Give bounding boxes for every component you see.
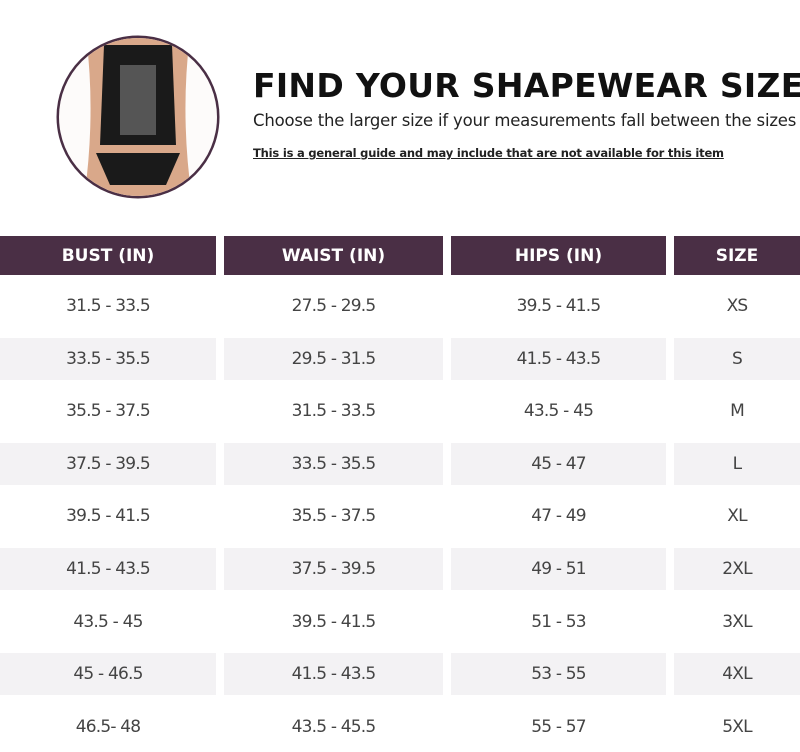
table-row: 37.5 - 39.5 33.5 - 35.5 45 - 47 L bbox=[0, 442, 800, 485]
table-cell: 3XL bbox=[722, 611, 752, 632]
page-title: FIND YOUR SHAPEWEAR SIZE bbox=[253, 66, 800, 105]
table-row: 41.5 - 43.5 37.5 - 39.5 49 - 51 2XL bbox=[0, 548, 800, 590]
table-cell: 43.5 - 45 bbox=[523, 401, 594, 422]
table-cell: 37.5 - 39.5 bbox=[224, 548, 443, 590]
guide-note: This is a general guide and may include … bbox=[253, 146, 724, 160]
table-cell: S bbox=[674, 337, 800, 380]
column-header-waist: WAIST (IN) bbox=[224, 236, 443, 275]
table-cell: L bbox=[674, 442, 800, 485]
table-cell: 35.5 - 37.5 bbox=[291, 506, 377, 527]
table-cell: 29.5 - 31.5 bbox=[224, 337, 443, 380]
table-row: 43.5 - 45 39.5 - 41.5 51 - 53 3XL bbox=[0, 601, 800, 643]
table-cell: 39.5 - 41.5 bbox=[291, 611, 377, 632]
table-row: 35.5 - 37.5 31.5 - 33.5 43.5 - 45 M bbox=[0, 390, 800, 432]
table-cell: 51 - 53 bbox=[531, 611, 586, 632]
table-cell: 37.5 - 39.5 bbox=[0, 442, 216, 485]
table-cell: 5XL bbox=[722, 716, 752, 737]
table-cell: 31.5 - 33.5 bbox=[66, 296, 151, 316]
table-cell: 45 - 46.5 bbox=[0, 653, 216, 696]
column-header-size: SIZE bbox=[674, 236, 800, 275]
table-cell: 4XL bbox=[674, 653, 800, 696]
table-cell: 27.5 - 29.5 bbox=[291, 296, 377, 316]
column-header-hips: HIPS (IN) bbox=[451, 236, 666, 275]
table-cell: XS bbox=[726, 296, 749, 316]
table-row: 39.5 - 41.5 35.5 - 37.5 47 - 49 XL bbox=[0, 495, 800, 537]
table-cell: 41.5 - 43.5 bbox=[451, 337, 666, 380]
table-row: 31.5 - 33.5 27.5 - 29.5 39.5 - 41.5 XS bbox=[0, 285, 800, 327]
table-cell: 2XL bbox=[674, 548, 800, 590]
table-cell: 31.5 - 33.5 bbox=[291, 401, 377, 422]
table-cell: 33.5 - 35.5 bbox=[224, 442, 443, 485]
table-cell: 43.5 - 45 bbox=[73, 611, 143, 632]
subtitle: Choose the larger size if your measureme… bbox=[253, 111, 797, 130]
table-cell: M bbox=[730, 401, 745, 422]
table-cell: 45 - 47 bbox=[451, 442, 666, 485]
table-cell: 41.5 - 43.5 bbox=[224, 653, 443, 696]
table-cell: 47 - 49 bbox=[531, 506, 586, 527]
table-cell: 35.5 - 37.5 bbox=[66, 401, 151, 422]
table-row: 46.5- 48 43.5 - 45.5 55 - 57 5XL bbox=[0, 706, 800, 748]
table-cell: 39.5 - 41.5 bbox=[66, 506, 151, 527]
table-cell: 55 - 57 bbox=[531, 716, 586, 737]
table-row: 45 - 46.5 41.5 - 43.5 53 - 55 4XL bbox=[0, 653, 800, 696]
table-cell: 39.5 - 41.5 bbox=[516, 296, 602, 316]
product-photo bbox=[56, 35, 220, 199]
table-cell: 41.5 - 43.5 bbox=[0, 548, 216, 590]
table-cell: 33.5 - 35.5 bbox=[0, 337, 216, 380]
table-cell: 49 - 51 bbox=[451, 548, 666, 590]
table-cell: XL bbox=[727, 506, 747, 527]
table-cell: 46.5- 48 bbox=[75, 716, 141, 737]
table-row: 33.5 - 35.5 29.5 - 31.5 41.5 - 43.5 S bbox=[0, 337, 800, 380]
table-cell: 43.5 - 45.5 bbox=[291, 716, 377, 737]
column-header-bust: BUST (IN) bbox=[0, 236, 216, 275]
table-cell: 53 - 55 bbox=[451, 653, 666, 696]
